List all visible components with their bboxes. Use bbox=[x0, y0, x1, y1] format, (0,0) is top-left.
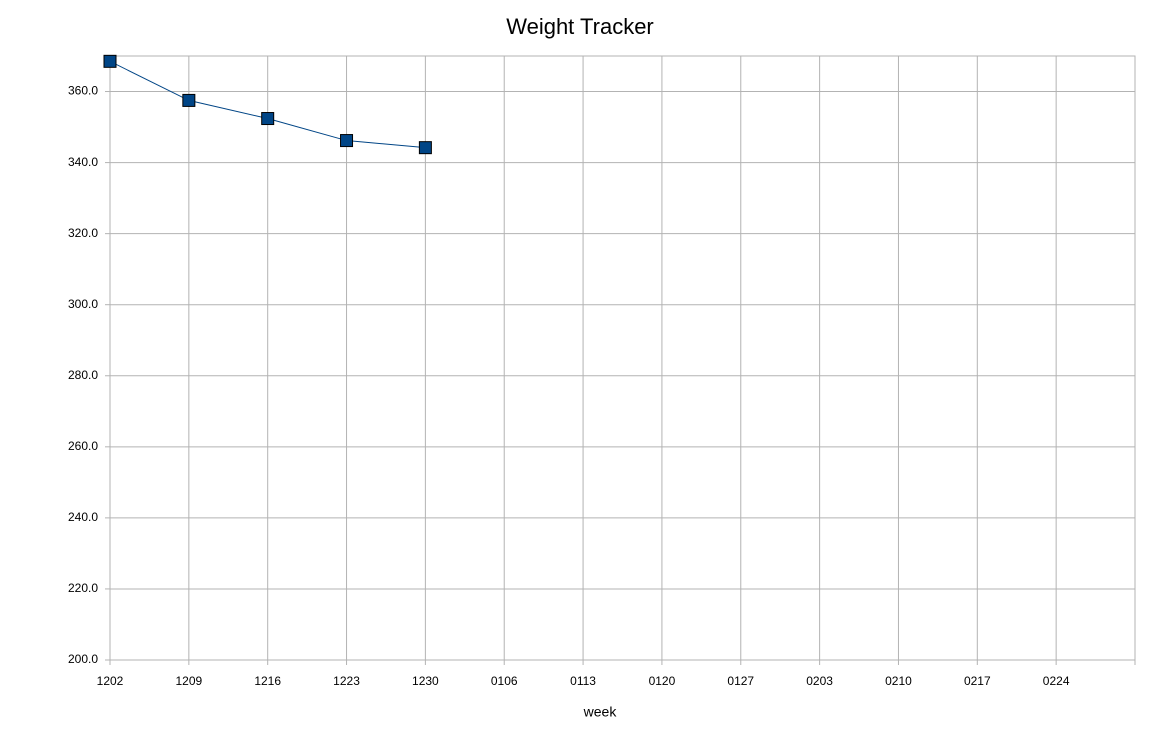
x-tick-label: 0217 bbox=[964, 674, 991, 688]
y-tick-label: 200.0 bbox=[68, 652, 98, 666]
y-tick-label: 220.0 bbox=[68, 581, 98, 595]
x-axis-label: week bbox=[583, 704, 618, 720]
y-tick-label: 320.0 bbox=[68, 226, 98, 240]
x-tick-label: 1202 bbox=[97, 674, 124, 688]
y-tick-label: 340.0 bbox=[68, 155, 98, 169]
y-tick-label: 260.0 bbox=[68, 439, 98, 453]
x-tick-label: 0127 bbox=[727, 674, 754, 688]
x-tick-label: 1223 bbox=[333, 674, 360, 688]
marker bbox=[418, 141, 432, 155]
y-tick-label: 240.0 bbox=[68, 510, 98, 524]
x-tick-label: 0210 bbox=[885, 674, 912, 688]
x-tick-label: 1230 bbox=[412, 674, 439, 688]
marker bbox=[103, 54, 117, 68]
x-tick-label: 0106 bbox=[491, 674, 518, 688]
y-tick-label: 360.0 bbox=[68, 84, 98, 98]
x-tick-label: 0224 bbox=[1043, 674, 1070, 688]
marker bbox=[340, 134, 354, 148]
y-tick-label: 300.0 bbox=[68, 297, 98, 311]
marker bbox=[261, 112, 275, 126]
x-tick-label: 0113 bbox=[570, 674, 596, 688]
chart-title: Weight Tracker bbox=[506, 14, 654, 39]
x-tick-label: 0120 bbox=[649, 674, 676, 688]
y-tick-label: 280.0 bbox=[68, 368, 98, 382]
x-tick-label: 0203 bbox=[806, 674, 833, 688]
x-tick-label: 1209 bbox=[175, 674, 202, 688]
marker bbox=[182, 93, 196, 107]
x-tick-label: 1216 bbox=[254, 674, 281, 688]
